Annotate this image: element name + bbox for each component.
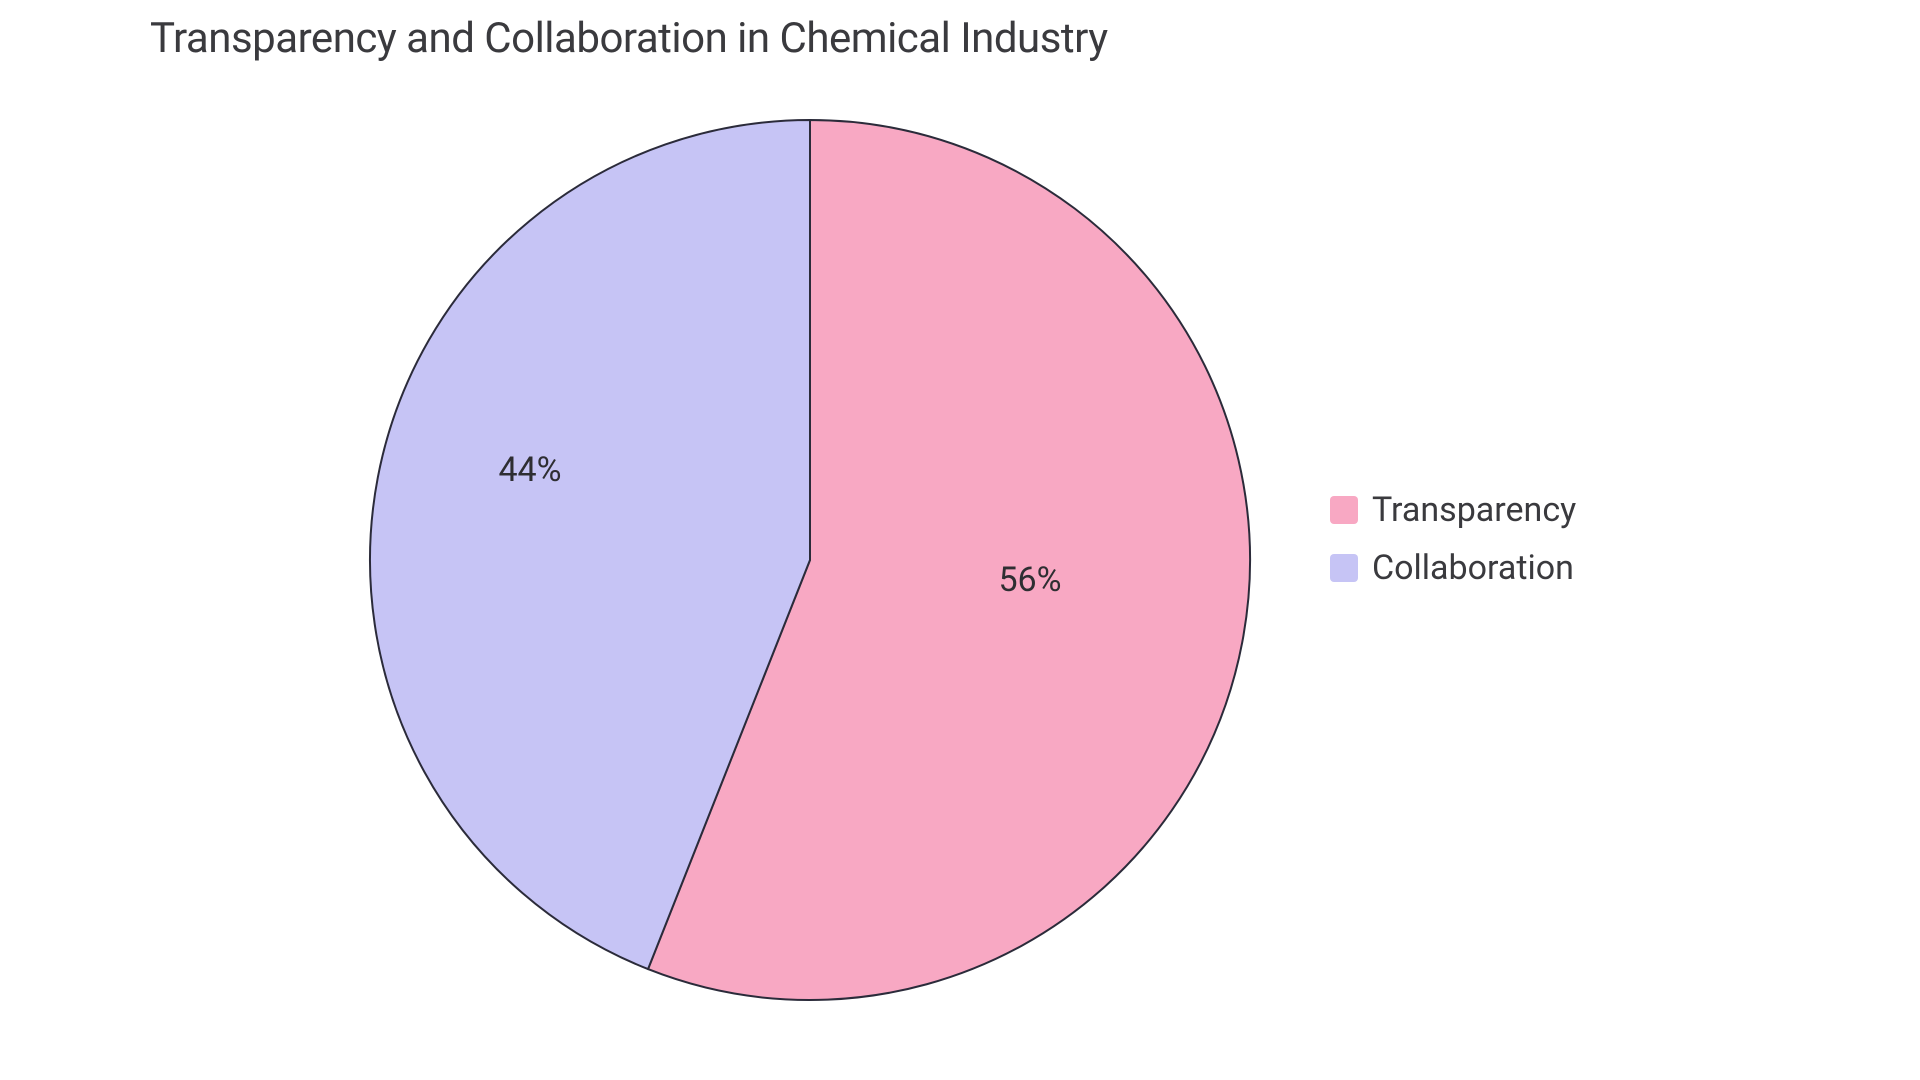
legend-label: Collaboration xyxy=(1372,548,1574,588)
legend-swatch xyxy=(1330,496,1358,524)
legend-swatch xyxy=(1330,554,1358,582)
slice-label-collaboration: 44% xyxy=(498,450,561,490)
chart-title: Transparency and Collaboration in Chemic… xyxy=(150,14,1108,63)
legend-item-collaboration: Collaboration xyxy=(1330,548,1576,588)
legend-item-transparency: Transparency xyxy=(1330,490,1576,530)
chart-container: Transparency and Collaboration in Chemic… xyxy=(0,0,1920,1080)
legend-label: Transparency xyxy=(1372,490,1576,530)
slice-label-transparency: 56% xyxy=(998,560,1061,600)
pie-svg xyxy=(368,118,1252,1002)
legend: Transparency Collaboration xyxy=(1330,490,1576,588)
pie-chart xyxy=(368,118,1252,1006)
